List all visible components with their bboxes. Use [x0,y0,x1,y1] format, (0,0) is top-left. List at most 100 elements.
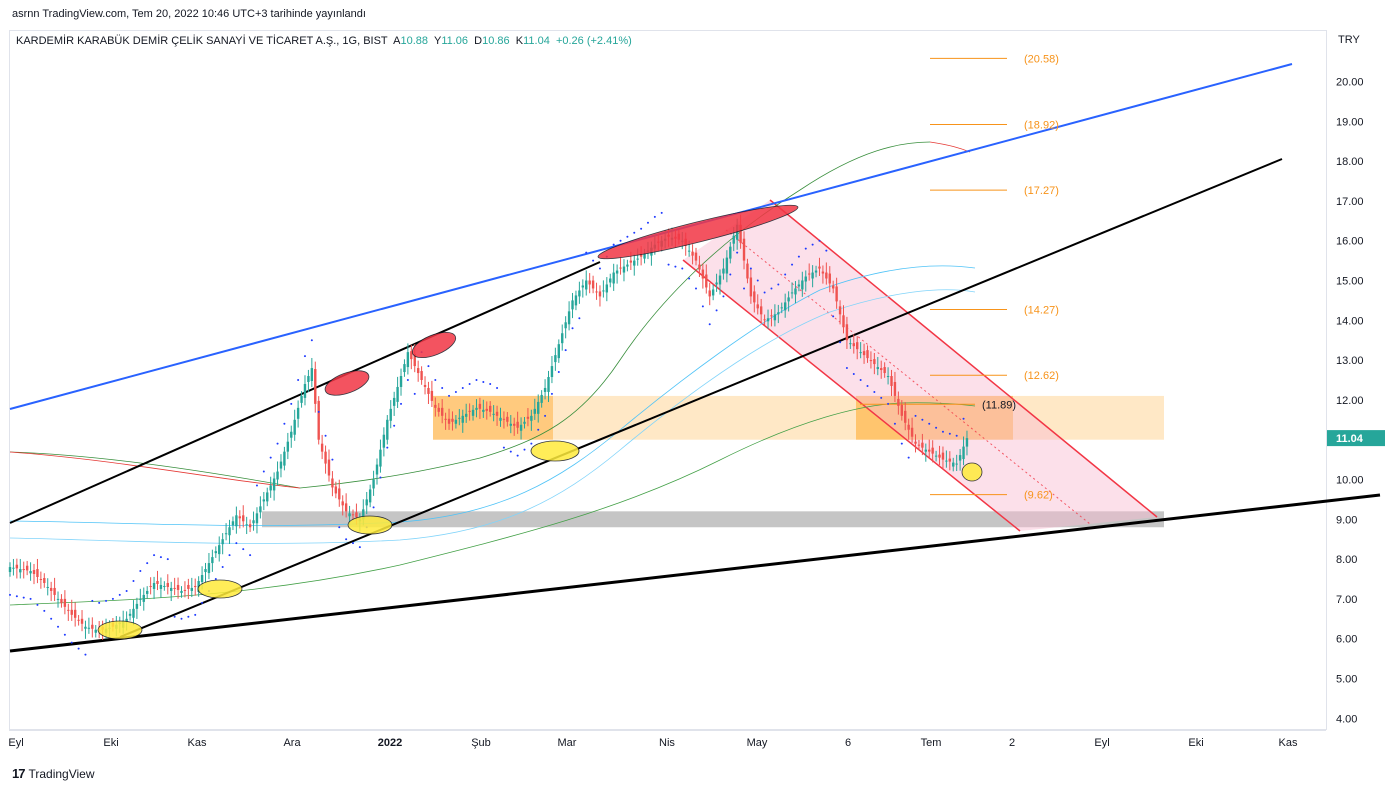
candle-body [742,238,746,261]
sar-dot [50,617,53,620]
candle-body [965,438,969,447]
candle-body [146,590,149,594]
price-tick-label: 17.00 [1336,196,1364,208]
candle-body [825,272,828,279]
time-axis[interactable] [9,730,1326,760]
candle-body [852,343,855,347]
resistance-marker [324,370,370,396]
sar-dot [297,379,300,381]
candle-body [187,584,190,589]
candle-body [49,587,53,591]
candle-body [266,492,269,502]
sar-dot [290,402,293,405]
candle-body [557,344,560,359]
candle-body [84,626,87,629]
candle-body [437,407,440,412]
candle-body [430,390,434,401]
ma-red-left [9,451,301,489]
candle-body [869,360,873,362]
price-tick-label: 13.00 [1336,355,1364,367]
open-value: 10.88 [400,35,429,47]
sar-dot [468,382,471,385]
candle-body [804,276,807,282]
sar-dot [166,558,169,561]
sar-dot [372,506,375,509]
sar-dot [331,458,334,461]
candle-body [890,376,893,386]
sar-dot [98,601,101,604]
low-value: 10.86 [482,35,510,47]
sar-dot [667,263,670,266]
time-tick-label: Eki [1188,737,1203,749]
candle-body [571,300,574,310]
supply-demand-zone [433,395,1164,440]
chart-pane[interactable] [9,30,1326,730]
candle-body [173,587,176,589]
sar-dot [708,323,711,326]
candle-body [468,410,471,412]
sar-dot [63,633,66,636]
ma-cyan-upper [9,265,976,526]
candle-body [410,351,413,360]
sar-dot [57,625,60,628]
candle-body [519,424,523,431]
sar-dot [921,418,924,421]
candle-body [454,419,458,424]
support-marker [961,462,983,482]
candle-body [533,408,536,414]
candle-body [591,280,595,289]
sar-dot [379,476,382,479]
sar-dot [695,287,697,290]
candle-body [749,277,753,297]
sar-dot [406,379,409,381]
candle-body [516,421,519,428]
price-tick-label: 12.00 [1336,395,1364,407]
candle-body [924,449,928,452]
sar-dot [413,392,416,395]
candle-body [276,471,279,480]
sar-dot [22,596,25,599]
high-label: Y [433,35,442,47]
sar-dot [502,446,505,449]
sar-dot [9,593,11,596]
fib-label: (18.92) [1024,119,1059,131]
candle-body [561,333,564,344]
sar-dot [91,599,94,602]
candle-body [581,285,585,288]
symbol-name: KARDEMİR KARABÜK DEMİR ÇELİK SANAYİ VE T… [16,35,388,47]
support-marker [197,579,243,599]
candle-body [135,603,139,609]
candle-body [931,447,934,454]
sar-dot [818,239,821,242]
candle-body [564,322,567,329]
sar-dot [77,647,80,650]
sar-dot [612,243,615,246]
candle-body [128,613,132,616]
candle-body [252,520,255,524]
time-tick-label: Eyl [1094,737,1109,749]
sar-dot [523,448,526,451]
candle-body [314,369,317,404]
time-tick-label: 2022 [378,737,402,749]
price-axis[interactable] [1326,30,1386,730]
candle-body [461,415,464,423]
sar-dot [201,601,204,604]
candle-body [149,585,152,587]
candle-body [811,272,814,279]
candle-body [574,295,578,306]
candle-body [403,364,406,373]
sar-dot [900,442,903,445]
candle-body [547,377,550,392]
candle-body [231,521,235,526]
candle-body [379,449,382,467]
tradingview-logo[interactable]: 17 TradingView [12,766,95,781]
sar-dot [146,562,149,565]
candle-body [444,418,447,420]
candle-body [423,384,427,387]
sar-dot [749,267,752,270]
candle-body [718,275,722,285]
candle-body [427,387,430,394]
candle-body [526,416,530,419]
candle-body [475,407,478,410]
zone-highlight-left [433,395,553,440]
